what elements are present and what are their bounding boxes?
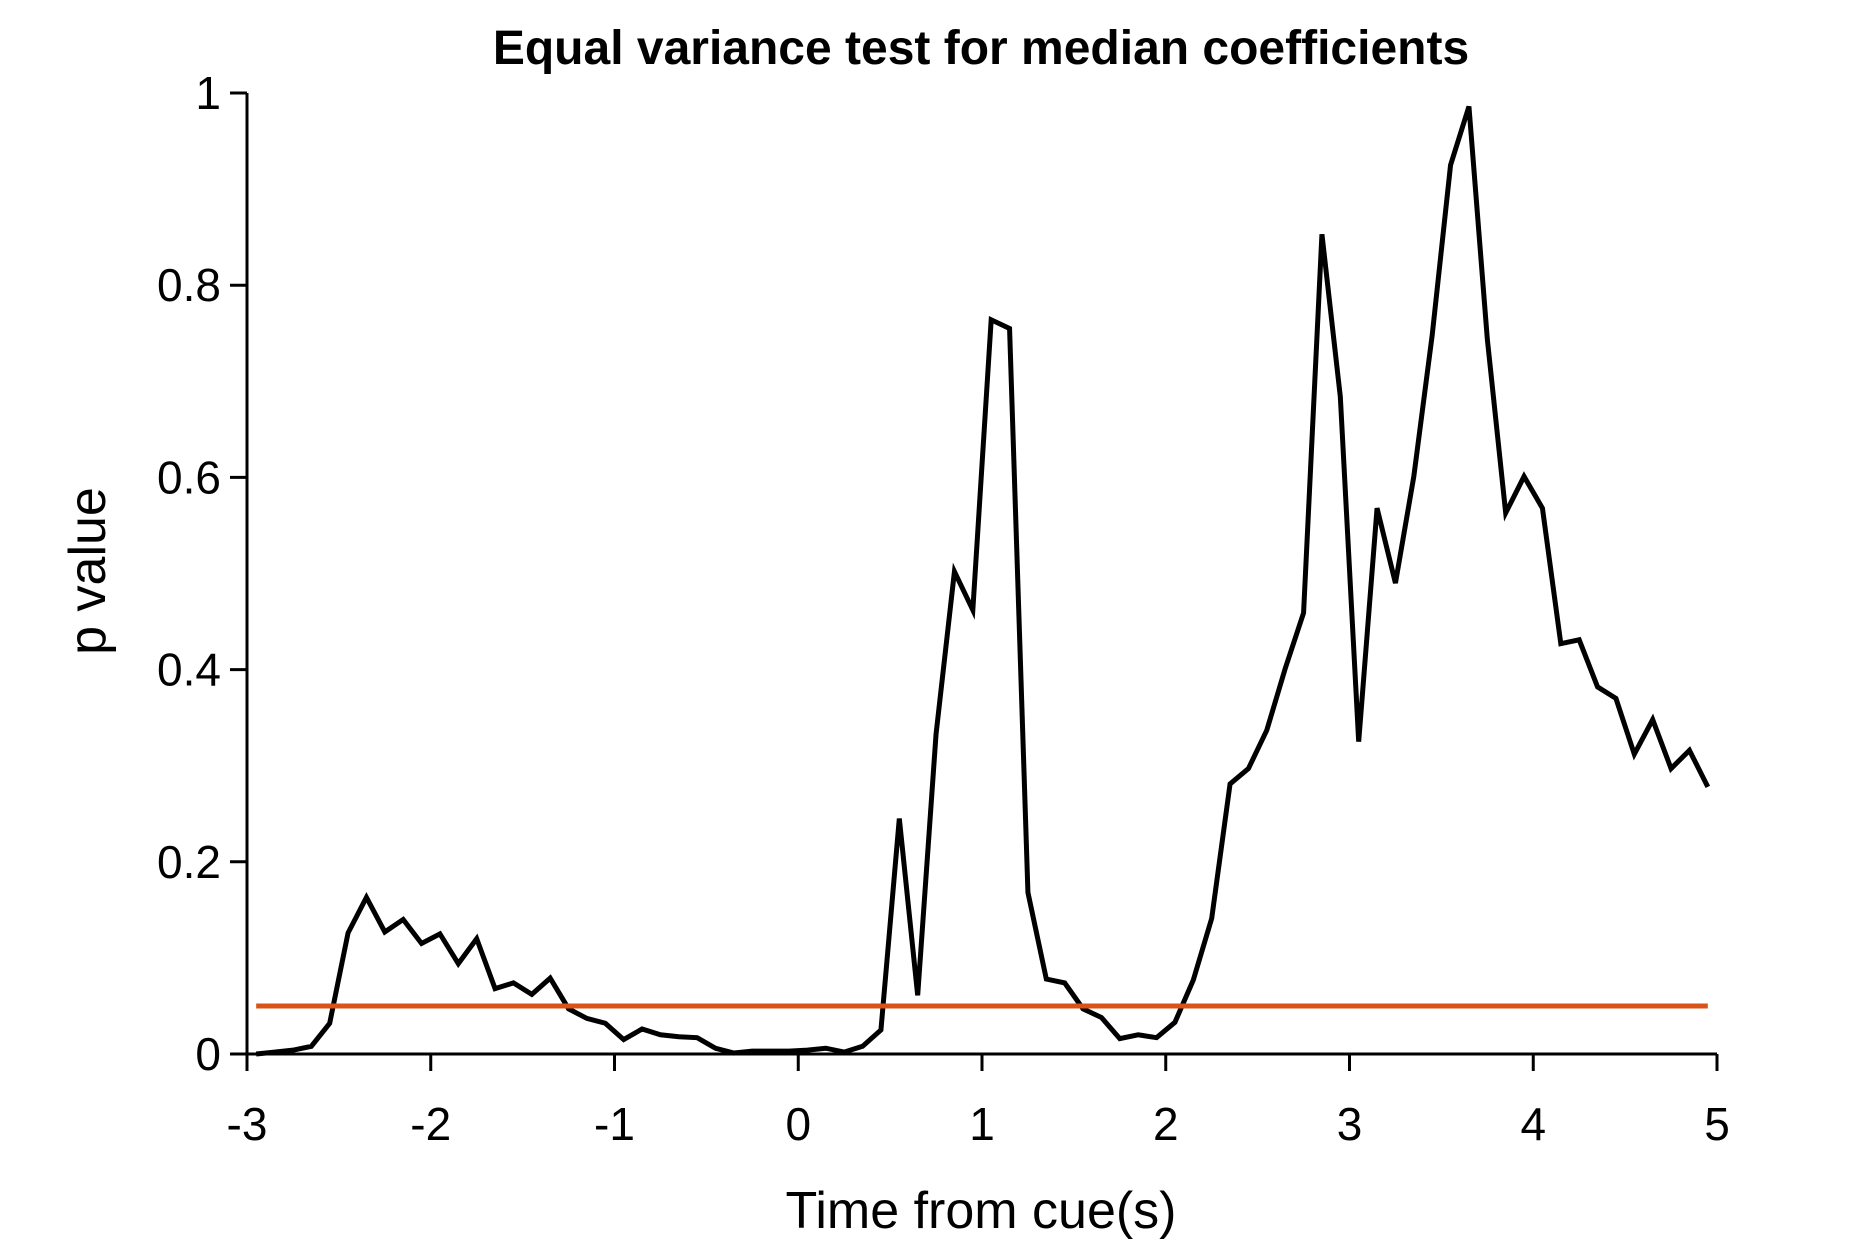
- x-tick-label: 5: [1704, 1098, 1730, 1150]
- y-tick-label: 0: [195, 1028, 221, 1080]
- x-tick-label: 0: [785, 1098, 811, 1150]
- x-tick-label: 1: [969, 1098, 995, 1150]
- x-tick-label: 3: [1337, 1098, 1363, 1150]
- x-tick-label: -1: [594, 1098, 635, 1150]
- y-tick-label: 0.4: [157, 644, 221, 696]
- y-tick-label: 1: [195, 67, 221, 119]
- x-tick-label: 4: [1520, 1098, 1546, 1150]
- x-tick-label: 2: [1153, 1098, 1179, 1150]
- data-line: [255, 105, 1711, 1057]
- y-axis-label: p value: [59, 487, 117, 655]
- x-axis-label: Time from cue(s): [786, 1182, 1177, 1240]
- x-tick-label: -3: [227, 1098, 268, 1150]
- chart-title: Equal variance test for median coefficie…: [493, 22, 1469, 75]
- x-tick-label: -2: [410, 1098, 451, 1150]
- y-tick-label: 0.6: [157, 451, 221, 503]
- y-tick-label: 0.2: [157, 836, 221, 888]
- y-tick-label: 0.8: [157, 259, 221, 311]
